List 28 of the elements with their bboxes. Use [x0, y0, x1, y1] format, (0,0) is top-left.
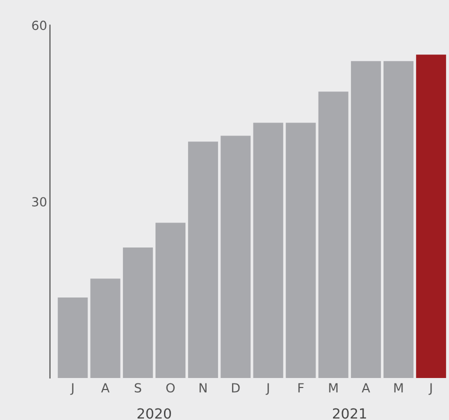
bar — [253, 122, 284, 378]
x-tick-label: M — [329, 383, 338, 392]
bar — [416, 54, 446, 378]
bar — [90, 278, 120, 378]
bar — [58, 297, 88, 378]
bar — [220, 136, 251, 378]
bar — [188, 142, 218, 378]
text: 2020 — [138, 408, 171, 419]
x-tick-label: J — [266, 383, 269, 395]
x-tick-label: M — [394, 383, 403, 392]
x-tick-label: N — [200, 383, 207, 392]
bar — [318, 92, 348, 378]
x-tick-label: F — [298, 383, 304, 392]
y-tick-label: 30 — [32, 197, 46, 207]
bar — [286, 122, 316, 378]
x-tick-label: D — [232, 383, 240, 392]
x-tick-label: A — [101, 383, 110, 392]
x-tick-label: O — [166, 383, 175, 393]
y-tick-label: 60 — [32, 20, 46, 30]
x-tick-label: J — [428, 383, 432, 395]
x-tick-label: J — [70, 383, 74, 395]
x-tick-label: S — [134, 383, 142, 393]
x-tick-label: A — [362, 383, 370, 392]
bar — [384, 61, 414, 378]
text: 2021 — [332, 408, 366, 419]
bar — [156, 222, 186, 378]
bar — [350, 61, 381, 378]
bar — [122, 247, 153, 378]
